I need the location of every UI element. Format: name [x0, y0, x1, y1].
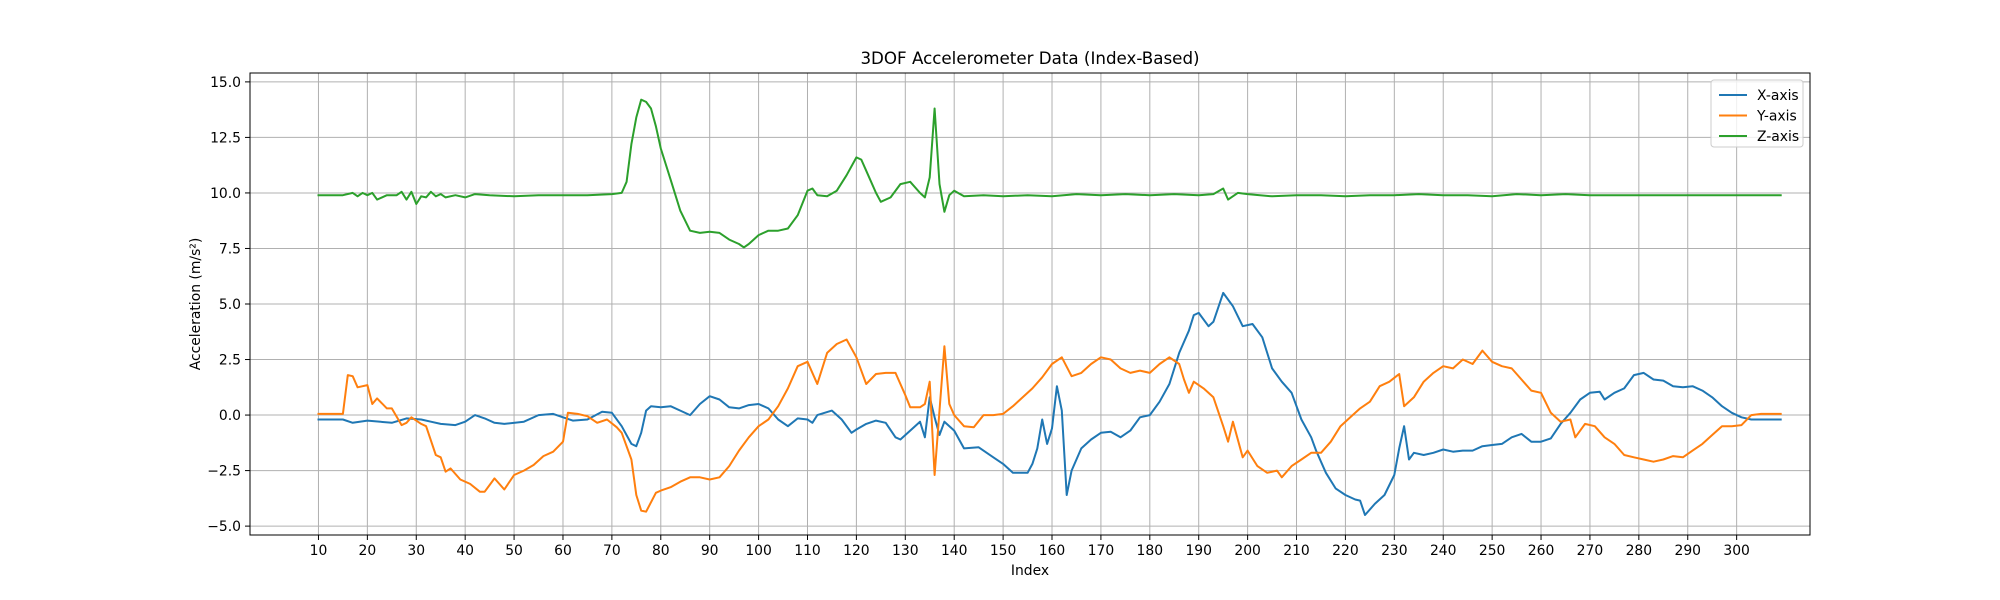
x-tick-label: 50: [505, 543, 523, 559]
x-tick-label: 140: [941, 543, 968, 559]
x-tick-label: 20: [359, 543, 377, 559]
legend-label: Y-axis: [1756, 109, 1797, 125]
legend-label: Z-axis: [1757, 129, 1799, 145]
x-tick-label: 240: [1430, 543, 1457, 559]
x-tick-label: 30: [407, 543, 425, 559]
x-tick-label: 40: [456, 543, 474, 559]
series-line-x-axis: [317, 291, 1782, 516]
y-axis-ticks: −5.0 −2.5 0.0 2.5 5.0 7.5 10.0 12.5 15.0: [207, 75, 250, 535]
y-axis-label: Acceleration (m/s²): [188, 238, 204, 371]
y-tick-label: 2.5: [219, 353, 241, 369]
x-axis-ticks: 10 20 30 40 50 60 70 80 90 100 110 120 130 140 150 160 1…: [310, 535, 1750, 559]
y-tick-label: 0.0: [219, 408, 241, 424]
x-axis-label: Index: [1011, 563, 1049, 579]
x-tick-label: 230: [1381, 543, 1408, 559]
x-tick-label: 220: [1332, 543, 1359, 559]
x-tick-label: 300: [1723, 543, 1750, 559]
y-tick-label: −5.0: [207, 519, 241, 535]
x-tick-label: 250: [1479, 543, 1506, 559]
series-line-y-axis: [317, 338, 1782, 513]
y-tick-label: 5.0: [219, 297, 241, 313]
x-tick-label: 190: [1185, 543, 1212, 559]
y-tick-label: −2.5: [207, 464, 241, 480]
y-tick-label: 10.0: [210, 186, 241, 202]
x-tick-label: 270: [1577, 543, 1604, 559]
x-tick-label: 150: [990, 543, 1017, 559]
legend-label: X-axis: [1757, 88, 1799, 104]
y-tick-label: 15.0: [210, 75, 241, 91]
x-tick-label: 130: [892, 543, 919, 559]
x-tick-label: 90: [701, 543, 719, 559]
x-tick-label: 70: [603, 543, 621, 559]
x-tick-label: 200: [1234, 543, 1261, 559]
x-tick-label: 260: [1528, 543, 1555, 559]
x-tick-label: 280: [1626, 543, 1653, 559]
x-tick-label: 80: [652, 543, 670, 559]
x-tick-label: 290: [1674, 543, 1701, 559]
series-lines: [317, 98, 1782, 516]
x-tick-label: 120: [843, 543, 870, 559]
chart-title: 3DOF Accelerometer Data (Index-Based): [860, 48, 1199, 68]
y-tick-label: 12.5: [210, 130, 241, 146]
x-tick-label: 160: [1039, 543, 1066, 559]
legend-box: [1710, 79, 1804, 148]
x-tick-label: 210: [1283, 543, 1310, 559]
x-tick-label: 110: [794, 543, 821, 559]
x-tick-label: 170: [1088, 543, 1115, 559]
legend: X-axis Y-axis Z-axis: [1710, 79, 1804, 148]
grid-lines: [250, 73, 1810, 535]
x-tick-label: 60: [554, 543, 572, 559]
x-tick-label: 10: [310, 543, 328, 559]
y-tick-label: 7.5: [219, 241, 241, 257]
x-tick-label: 100: [745, 543, 772, 559]
x-tick-label: 180: [1137, 543, 1164, 559]
series-line-z-axis: [317, 98, 1782, 249]
